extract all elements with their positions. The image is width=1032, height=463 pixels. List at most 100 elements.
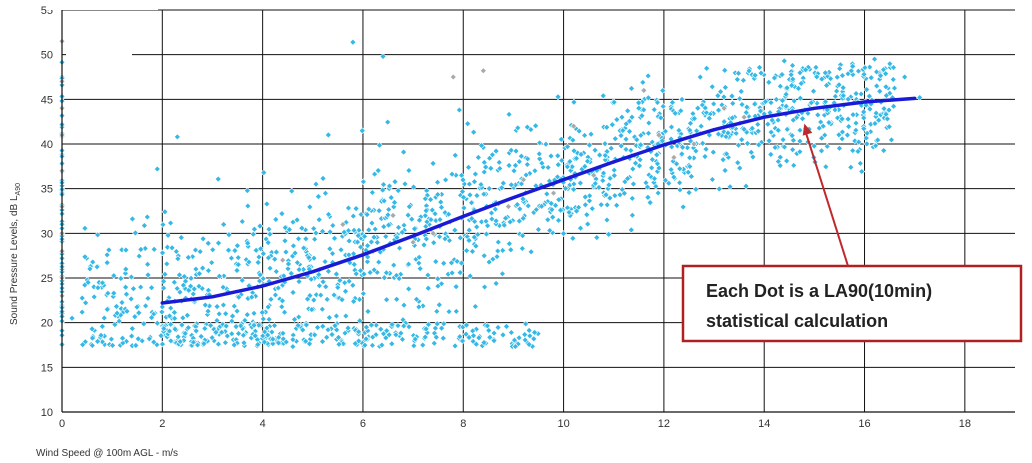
data-point: [213, 317, 221, 324]
data-point: [756, 64, 763, 71]
data-point: [368, 219, 376, 227]
data-point: [79, 341, 87, 349]
data-point: [448, 269, 456, 277]
data-point: [573, 207, 580, 215]
data-point: [565, 208, 573, 216]
data-point: [326, 245, 334, 253]
data-point: [424, 284, 432, 292]
data-point: [480, 339, 488, 347]
data-point: [137, 246, 145, 253]
data-point: [365, 226, 373, 234]
data-point: [306, 203, 314, 211]
data-point: [312, 180, 320, 188]
data-point: [189, 290, 197, 298]
data-point: [629, 165, 637, 173]
data-point: [278, 303, 286, 311]
data-point: [676, 179, 684, 187]
data-point: [89, 334, 96, 342]
data-point: [507, 181, 515, 189]
data-point: [374, 167, 382, 174]
data-point: [100, 314, 108, 322]
data-point: [490, 329, 498, 337]
data-point: [839, 92, 847, 100]
data-point: [148, 314, 156, 322]
data-point: [438, 203, 445, 211]
data-point: [349, 281, 357, 289]
data-point: [863, 129, 871, 137]
data-point: [885, 123, 893, 131]
data-point: [410, 342, 418, 350]
data-point: [113, 303, 120, 310]
data-point: [728, 114, 736, 122]
data-point: [818, 147, 825, 155]
data-point: [440, 320, 448, 328]
data-point: [199, 264, 207, 272]
data-point: [220, 272, 228, 280]
data-point: [818, 134, 826, 142]
data-point: [860, 108, 868, 116]
data-point: [599, 92, 607, 100]
data-point: [400, 301, 408, 309]
data-point: [595, 184, 603, 191]
data-point: [521, 331, 529, 338]
data-point: [256, 271, 264, 279]
data-point: [272, 291, 279, 299]
data-point: [205, 267, 212, 275]
data-point: [195, 282, 203, 290]
data-point: [117, 275, 125, 282]
data-point: [248, 293, 256, 301]
data-point: [366, 269, 374, 276]
data-point: [350, 226, 358, 234]
data-point: [466, 191, 474, 199]
data-point: [372, 321, 380, 329]
data-point: [158, 308, 166, 316]
data-point: [470, 233, 478, 241]
data-point: [507, 329, 515, 336]
data-point: [436, 233, 443, 241]
data-point: [331, 322, 339, 330]
data-point: [468, 199, 475, 207]
data-point: [199, 235, 207, 243]
data-point: [220, 221, 228, 228]
data-point: [272, 216, 280, 223]
data-point: [438, 324, 446, 332]
data-point-gray: [655, 131, 663, 139]
data-point: [472, 340, 480, 348]
data-point: [459, 176, 467, 184]
data-point: [568, 163, 576, 171]
data-point: [422, 325, 430, 333]
data-point: [527, 248, 535, 256]
data-point: [223, 332, 231, 340]
data-point: [823, 81, 831, 89]
data-point: [375, 207, 383, 215]
data-point: [721, 84, 729, 91]
data-point: [613, 116, 621, 123]
data-point: [482, 163, 490, 171]
data-point: [636, 162, 643, 170]
data-point: [363, 211, 371, 218]
data-point: [606, 194, 614, 202]
data-point: [302, 235, 310, 243]
data-point: [244, 239, 252, 247]
data-point: [275, 339, 282, 347]
data-point: [596, 151, 604, 159]
data-point-gray: [504, 203, 512, 210]
data-point: [357, 243, 365, 251]
data-point: [532, 122, 540, 130]
data-point: [288, 187, 296, 195]
data-point: [493, 253, 501, 261]
data-point: [167, 320, 175, 328]
data-point: [289, 289, 297, 296]
data-point: [368, 189, 376, 196]
x-tick-label: 10: [557, 418, 569, 430]
data-point: [745, 67, 753, 75]
data-point: [178, 321, 186, 329]
data-point: [434, 178, 441, 186]
data-point: [783, 157, 791, 165]
data-point: [312, 229, 320, 237]
data-point: [411, 225, 418, 233]
data-point: [715, 130, 722, 138]
data-point: [624, 107, 632, 115]
data-point: [543, 190, 551, 198]
data-point: [470, 128, 478, 136]
